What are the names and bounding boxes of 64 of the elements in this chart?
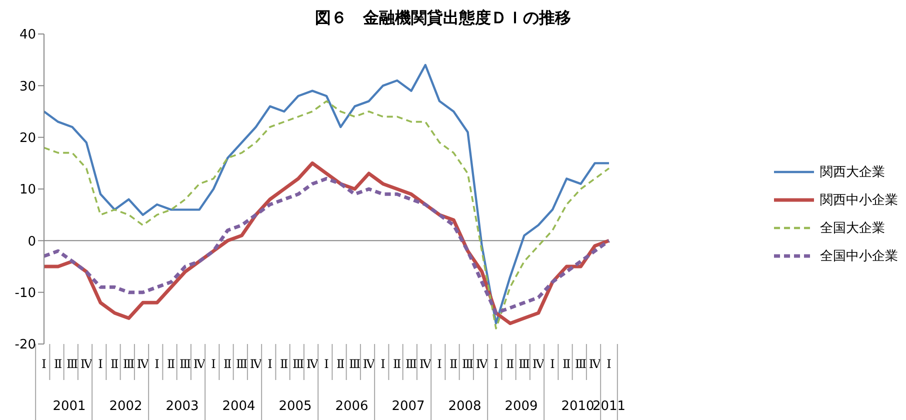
x-tick-label: Ⅳ bbox=[476, 357, 489, 371]
chart-title: 図６ 金融機関貸出態度ＤＩの推移 bbox=[314, 8, 572, 29]
x-tick-label: Ⅱ bbox=[54, 357, 62, 371]
x-tick-label: Ⅳ bbox=[306, 357, 320, 371]
text: 2001 bbox=[52, 399, 86, 414]
x-tick-label: Ⅰ bbox=[606, 357, 612, 371]
x-tick-label: Ⅱ bbox=[167, 357, 176, 371]
x-tick-label: Ⅳ bbox=[250, 357, 263, 371]
x-tick-label: Ⅳ bbox=[532, 357, 546, 371]
legend-label: 全国大企業 bbox=[820, 220, 885, 237]
x-tick-label: Ⅱ bbox=[224, 357, 232, 371]
x-tick-label: Ⅱ bbox=[280, 357, 288, 371]
text: 2002 bbox=[109, 399, 142, 414]
x-tick-label: Ⅳ bbox=[193, 357, 206, 371]
x-tick-label: Ⅳ bbox=[80, 357, 94, 371]
text: 2008 bbox=[448, 399, 482, 414]
y-tick-label: 20 bbox=[19, 130, 36, 146]
x-tick-label: Ⅲ bbox=[348, 357, 361, 371]
y-tick-label: -10 bbox=[14, 286, 36, 301]
x-tick-label: Ⅲ bbox=[292, 357, 304, 371]
x-tick-label: Ⅲ bbox=[66, 357, 78, 371]
x-tick-label: Ⅲ bbox=[179, 357, 192, 371]
text: 2009 bbox=[504, 399, 538, 414]
x-tick-label: Ⅲ bbox=[518, 357, 530, 371]
text: 2007 bbox=[392, 399, 425, 414]
y-tick-label: 10 bbox=[19, 182, 36, 198]
text: 2011 bbox=[592, 399, 626, 414]
text: 2004 bbox=[222, 399, 256, 414]
x-tick-label: Ⅰ bbox=[550, 357, 556, 371]
text: 2010 bbox=[561, 399, 594, 414]
x-tick-label: Ⅲ bbox=[236, 357, 248, 371]
x-tick-label: Ⅱ bbox=[393, 357, 402, 371]
x-tick-label: Ⅰ bbox=[211, 357, 216, 371]
x-tick-label: Ⅱ bbox=[562, 357, 571, 371]
x-tick-label: Ⅳ bbox=[588, 357, 602, 371]
legend-label: 関西大企業 bbox=[820, 164, 885, 181]
x-tick-label: Ⅰ bbox=[42, 357, 47, 371]
x-tick-label: Ⅱ bbox=[336, 357, 345, 371]
x-tick-label: Ⅳ bbox=[362, 357, 376, 371]
x-tick-label: Ⅱ bbox=[506, 357, 514, 371]
x-tick-label: Ⅳ bbox=[419, 357, 432, 371]
x-tick-label: Ⅳ bbox=[136, 357, 150, 371]
x-tick-label: Ⅰ bbox=[98, 357, 104, 371]
x-tick-label: Ⅲ bbox=[405, 357, 418, 371]
y-tick-label: 0 bbox=[28, 234, 36, 250]
legend-label: 関西中小企業 bbox=[820, 192, 898, 209]
y-tick-label: 30 bbox=[19, 79, 36, 94]
text: 2006 bbox=[335, 399, 368, 414]
text: 2005 bbox=[278, 399, 312, 414]
x-tick-label: Ⅲ bbox=[122, 357, 135, 371]
y-tick-label: 40 bbox=[19, 28, 36, 43]
x-tick-label: Ⅲ bbox=[574, 357, 587, 371]
text: 2003 bbox=[166, 399, 199, 414]
x-tick-label: Ⅰ bbox=[324, 357, 330, 371]
x-tick-label: Ⅲ bbox=[462, 357, 474, 371]
x-tick-label: Ⅰ bbox=[494, 357, 499, 371]
x-tick-label: Ⅱ bbox=[110, 357, 119, 371]
y-tick-label: -20 bbox=[14, 338, 36, 353]
x-tick-label: Ⅰ bbox=[154, 357, 160, 371]
x-tick-label: Ⅰ bbox=[380, 357, 386, 371]
x-tick-label: Ⅰ bbox=[268, 357, 273, 371]
legend-label: 全国中小企業 bbox=[820, 248, 898, 265]
x-tick-label: Ⅰ bbox=[437, 357, 442, 371]
x-tick-label: Ⅱ bbox=[450, 357, 458, 371]
